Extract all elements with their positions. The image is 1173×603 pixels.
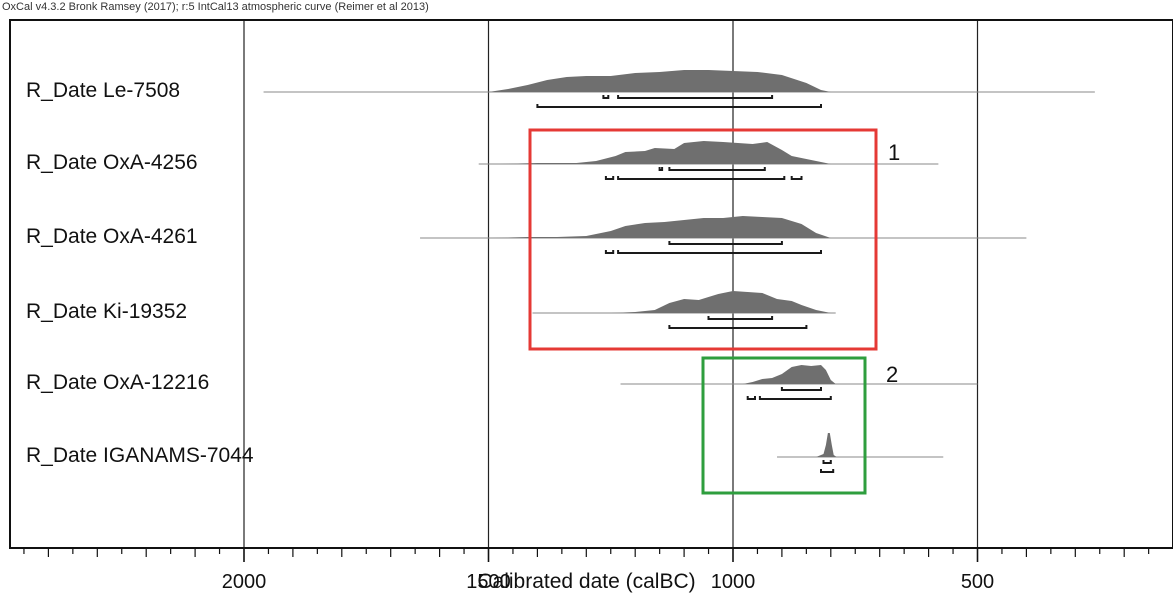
plot-frame: [9, 19, 1173, 549]
tick-label: 500: [961, 571, 994, 593]
range-bracket: [668, 167, 766, 171]
range-bracket: [604, 250, 615, 254]
grid-lines: [243, 20, 979, 548]
group-label: 2: [886, 362, 898, 387]
range-bracket: [746, 396, 756, 400]
range-bracket: [822, 460, 832, 464]
date-row: R_Date OxA-4261: [26, 216, 1027, 254]
date-row: R_Date Le-7508: [26, 70, 1095, 108]
x-axis: 2000 1500 1000 500: [23, 548, 1150, 593]
date-row: R_Date OxA-12216: [26, 365, 978, 400]
range-bracket: [758, 396, 832, 400]
date-row: R_Date IGANAMS-7044: [26, 433, 944, 473]
range-bracket: [780, 387, 822, 391]
range-bracket: [668, 325, 808, 329]
range-bracket: [617, 176, 786, 180]
range-bracket: [536, 104, 822, 108]
probability-distribution: [816, 433, 837, 457]
range-bracket: [617, 95, 774, 99]
range-bracket: [602, 95, 610, 99]
probability-distribution: [610, 291, 831, 313]
group-boxes: 12: [528, 128, 900, 495]
range-bracket: [617, 250, 822, 254]
range-bracket: [658, 167, 664, 171]
range-bracket: [604, 176, 615, 180]
x-axis-label: Calibrated date (calBC): [477, 570, 696, 593]
tick-label: 1500: [466, 571, 511, 593]
range-bracket: [707, 316, 774, 320]
tick-label: 2000: [222, 571, 267, 593]
range-bracket: [790, 176, 803, 180]
date-label: R_Date Ki-19352: [26, 300, 187, 323]
date-row: R_Date Ki-19352: [26, 291, 836, 329]
date-label: R_Date OxA-4256: [26, 151, 198, 174]
group-label: 1: [888, 140, 900, 165]
probability-distribution: [488, 70, 831, 92]
probability-distribution: [488, 216, 831, 238]
date-rows: R_Date Le-7508 R_Date OxA-4256 R_Date OxA-…: [26, 70, 1095, 473]
date-label: R_Date OxA-12216: [26, 371, 209, 394]
group-box: [701, 356, 867, 495]
probability-distribution: [742, 365, 836, 384]
date-label: R_Date Le-7508: [26, 79, 180, 102]
tick-label: 1000: [711, 571, 756, 593]
range-bracket: [668, 241, 783, 245]
date-row: R_Date OxA-4256: [26, 141, 939, 180]
date-label: R_Date IGANAMS-7044: [26, 444, 254, 467]
probability-distribution: [498, 141, 831, 164]
oxcal-caption: OxCal v4.3.2 Bronk Ramsey (2017); r:5 In…: [2, 1, 429, 13]
range-bracket: [820, 469, 835, 473]
date-label: R_Date OxA-4261: [26, 225, 198, 248]
group-box: [528, 128, 878, 351]
